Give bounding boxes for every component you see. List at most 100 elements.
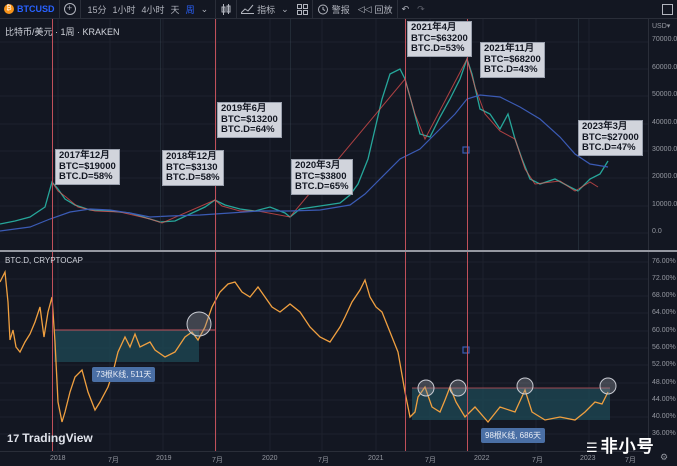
drawing-anchor-handle — [462, 146, 470, 154]
symbol-selector[interactable]: ₿ BTCUSD — [0, 0, 60, 18]
watermark-logo-icon: ☰ — [586, 440, 599, 455]
price-axis[interactable]: USD▾ 70000.0 60000.0 50000.0 40000.0 300… — [648, 19, 677, 250]
price-tick: 60000.0 — [652, 64, 677, 71]
fullscreen-button[interactable] — [658, 0, 677, 18]
interval-15m[interactable]: 15分 — [87, 4, 107, 15]
price-chart-svg — [0, 19, 648, 250]
time-tick: 7月 — [532, 457, 543, 464]
dominance-tick: 68.00% — [652, 292, 676, 299]
pane-divider[interactable] — [0, 250, 677, 252]
marker-line-2021-04 — [405, 19, 406, 250]
grid-icon — [296, 3, 308, 15]
replay-label: 回放 — [374, 4, 393, 15]
price-pane-title: 比特币/美元 · 1周 · KRAKEN — [5, 27, 120, 37]
redo-button[interactable]: ↷ — [413, 0, 429, 18]
time-tick: 2020 — [262, 455, 278, 462]
marker-line-2021-11 — [467, 19, 468, 250]
dominance-tick: 40.00% — [652, 413, 676, 420]
annotation-2021-11[interactable]: 2021年11月 BTC=$68200 BTC.D=43% — [480, 42, 545, 78]
price-tick: 0.0 — [652, 228, 662, 235]
dominance-tick: 52.00% — [652, 361, 676, 368]
dominance-tick: 64.00% — [652, 309, 676, 316]
marker-line-2019-06 — [215, 252, 216, 451]
layout-button[interactable] — [293, 0, 313, 18]
settings-gear-icon[interactable]: ⚙ — [660, 452, 669, 462]
dominance-tick: 76.00% — [652, 258, 676, 265]
time-tick: 2019 — [156, 455, 172, 462]
price-tick: 50000.0 — [652, 91, 677, 98]
fullscreen-icon — [662, 3, 673, 15]
dominance-tick: 72.00% — [652, 275, 676, 282]
marker-line-2017-12 — [52, 19, 53, 250]
price-tick: 70000.0 — [652, 36, 677, 43]
highlight-circle — [516, 377, 534, 395]
highlight-circle — [186, 311, 212, 337]
dominance-chart-svg — [0, 252, 648, 451]
time-axis[interactable]: 2018 7月 2019 7月 2020 7月 2021 7月 2022 7月 … — [0, 451, 648, 466]
alert-label: 警报 — [331, 4, 350, 15]
watermark: ☰ 非小号 — [586, 437, 655, 456]
tradingview-mark-icon: 17 — [7, 433, 20, 445]
interval-1d[interactable]: 天 — [170, 4, 180, 15]
time-tick: 7月 — [625, 457, 636, 464]
time-tick: 7月 — [212, 457, 223, 464]
time-tick: 2023 — [580, 455, 596, 462]
interval-dropdown-icon[interactable]: ⌄ — [200, 3, 209, 14]
price-tick: 10000.0 — [652, 201, 677, 208]
time-tick: 2021 — [368, 455, 384, 462]
currency-selector[interactable]: USD▾ — [652, 23, 671, 30]
annotation-2017-12[interactable]: 2017年12月 BTC=$19000 BTC.D=58% — [55, 149, 120, 185]
interval-4h[interactable]: 4小时 — [141, 4, 165, 15]
interval-1h[interactable]: 1小时 — [112, 4, 136, 15]
annotation-2023-03[interactable]: 2023年3月 BTC=$27000 BTC.D=47% — [578, 120, 643, 156]
drawing-anchor-handle — [462, 346, 470, 354]
interval-1w[interactable]: 周 — [185, 4, 195, 15]
dominance-pane-title: BTC.D, CRYPTOCAP — [5, 256, 83, 265]
annotation-2018-12[interactable]: 2018年12月 BTC=$3130 BTC.D=58% — [162, 150, 224, 186]
dominance-tick: 44.00% — [652, 396, 676, 403]
replay-button[interactable]: ◁◁ 回放 — [354, 0, 398, 18]
annotation-2021-04[interactable]: 2021年4月 BTC=$63200 BTC.D=53% — [407, 21, 472, 57]
alert-button[interactable]: 警报 — [313, 0, 354, 18]
chart-type-button[interactable] — [216, 0, 238, 18]
range-box-1 — [54, 330, 199, 362]
range-box-2 — [412, 388, 610, 420]
price-tick: 30000.0 — [652, 146, 677, 153]
rewind-icon: ◁◁ — [357, 3, 372, 14]
undo-icon: ↶ — [401, 3, 410, 14]
symbol-label: BTCUSD — [17, 4, 55, 14]
dominance-tick: 36.00% — [652, 430, 676, 437]
undo-button[interactable]: ↶ — [398, 0, 414, 18]
annotation-2020-03[interactable]: 2020年3月 BTC=$3800 BTC.D=65% — [291, 159, 353, 195]
time-tick: 7月 — [425, 457, 436, 464]
dominance-tick: 60.00% — [652, 327, 676, 334]
indicators-label: 指标 — [257, 4, 276, 15]
highlight-circle — [417, 379, 435, 397]
dominance-tick: 56.00% — [652, 344, 676, 351]
range-label-2: 98根K线, 686天 — [481, 428, 546, 443]
marker-line-2020-03 — [290, 19, 291, 250]
annotation-2019-06[interactable]: 2019年6月 BTC=$13200 BTC.D=64% — [217, 102, 282, 138]
indicators-dropdown-icon[interactable]: ⌄ — [281, 3, 289, 14]
time-tick: 2022 — [474, 455, 490, 462]
highlight-circle — [449, 379, 467, 397]
compare-symbol-button[interactable]: + — [60, 0, 81, 18]
marker-line-2017-12 — [52, 252, 53, 451]
highlight-circle — [599, 377, 617, 395]
time-tick: 7月 — [108, 457, 119, 464]
candles-icon — [221, 3, 231, 15]
dominance-tick: 48.00% — [652, 379, 676, 386]
plus-icon: + — [63, 3, 76, 15]
dominance-pane[interactable]: BTC.D, CRYPTOCAP 73根K线, 511天 98根K线, 686天 — [0, 252, 648, 451]
alarm-clock-icon — [317, 4, 328, 15]
price-tick: 20000.0 — [652, 173, 677, 180]
marker-line-2021-04 — [405, 252, 406, 451]
time-tick: 2018 — [50, 455, 66, 462]
price-pane[interactable]: 比特币/美元 · 1周 · KRAKEN 2017年12月 BTC=$19000… — [0, 19, 648, 250]
marker-line-2021-11 — [467, 252, 468, 451]
dominance-axis[interactable]: 76.00% 72.00% 68.00% 64.00% 60.00% 56.00… — [648, 252, 677, 451]
marker-line-2018-12 — [160, 19, 161, 250]
indicators-button[interactable]: 指标 ⌄ — [237, 0, 293, 18]
time-tick: 7月 — [318, 457, 329, 464]
redo-icon: ↷ — [417, 3, 425, 14]
